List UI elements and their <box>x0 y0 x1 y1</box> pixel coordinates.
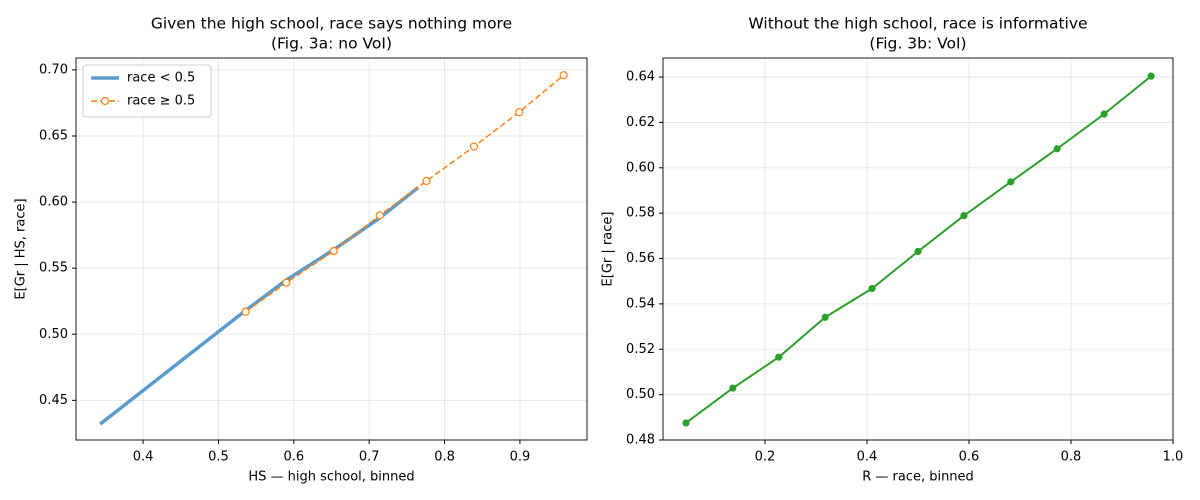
y-tick-label: 0.60 <box>626 160 655 175</box>
point <box>775 353 783 361</box>
axes-frame <box>662 57 1174 441</box>
point <box>1007 178 1015 186</box>
y-tick-label: 0.65 <box>39 128 68 143</box>
point <box>241 307 250 316</box>
point <box>914 247 922 256</box>
y-tick-label: 0.52 <box>626 342 655 357</box>
y-tick-label: 0.58 <box>626 206 655 221</box>
x-tick-label: 0.6 <box>283 450 304 465</box>
legend-label: race < 0.5 <box>127 71 195 86</box>
point <box>868 284 876 293</box>
point <box>1100 110 1108 118</box>
x-tick-label: 0.4 <box>857 450 878 465</box>
x-tick-label: 1.0 <box>1163 450 1184 465</box>
chart-subtitle: (Fig. 3a: no VoI) <box>271 35 392 53</box>
series-line <box>99 186 420 426</box>
y-tick-label: 0.62 <box>626 115 655 130</box>
point <box>1147 72 1155 80</box>
axes-frame <box>75 57 588 441</box>
y-tick-label: 0.70 <box>39 62 68 77</box>
y-tick-label: 0.55 <box>39 261 68 276</box>
series-line <box>245 74 565 313</box>
legend-marker <box>100 96 110 106</box>
y-tick-label: 0.48 <box>626 433 655 448</box>
x-tick-label: 0.9 <box>510 450 531 465</box>
y-tick-label: 0.54 <box>626 296 655 311</box>
x-tick-label: 0.7 <box>359 450 380 465</box>
legend: race < 0.5 race ≥ 0.5 <box>82 64 212 118</box>
point <box>375 211 384 220</box>
y-tick-label: 0.50 <box>39 327 68 342</box>
y-tick-label: 0.64 <box>626 70 655 85</box>
y-axis-label: E[Gr | race] <box>601 212 616 287</box>
chart-title: Given the high school, race says nothing… <box>151 15 512 33</box>
x-tick-label: 0.8 <box>434 450 455 465</box>
chart-subtitle: (Fig. 3b: VoI) <box>869 35 966 53</box>
point <box>960 212 968 220</box>
y-tick-label: 0.45 <box>39 393 68 408</box>
x-tick-label: 0.2 <box>755 450 776 465</box>
y-tick-label: 0.56 <box>626 251 655 266</box>
y-tick-label: 0.50 <box>626 387 655 402</box>
point <box>469 142 479 151</box>
point <box>1053 145 1061 153</box>
x-axis-label: HS — high school, binned <box>248 470 414 485</box>
point <box>422 176 431 186</box>
point <box>559 71 568 80</box>
point <box>329 246 338 256</box>
x-axis-label: R — race, binned <box>862 470 974 485</box>
y-tick-label: 0.60 <box>39 195 68 210</box>
legend-label: race ≥ 0.5 <box>127 94 195 109</box>
x-tick-label: 0.4 <box>133 450 154 465</box>
x-tick-label: 0.6 <box>959 450 980 465</box>
x-tick-label: 0.5 <box>208 450 229 465</box>
point <box>682 419 690 427</box>
point <box>729 384 737 392</box>
point <box>282 278 291 287</box>
x-tick-label: 0.8 <box>1061 450 1082 465</box>
chart-title: Without the high school, race is informa… <box>748 15 1087 33</box>
y-axis-label: E[Gr | HS, race] <box>14 198 29 299</box>
point <box>515 108 524 117</box>
point <box>821 313 829 321</box>
